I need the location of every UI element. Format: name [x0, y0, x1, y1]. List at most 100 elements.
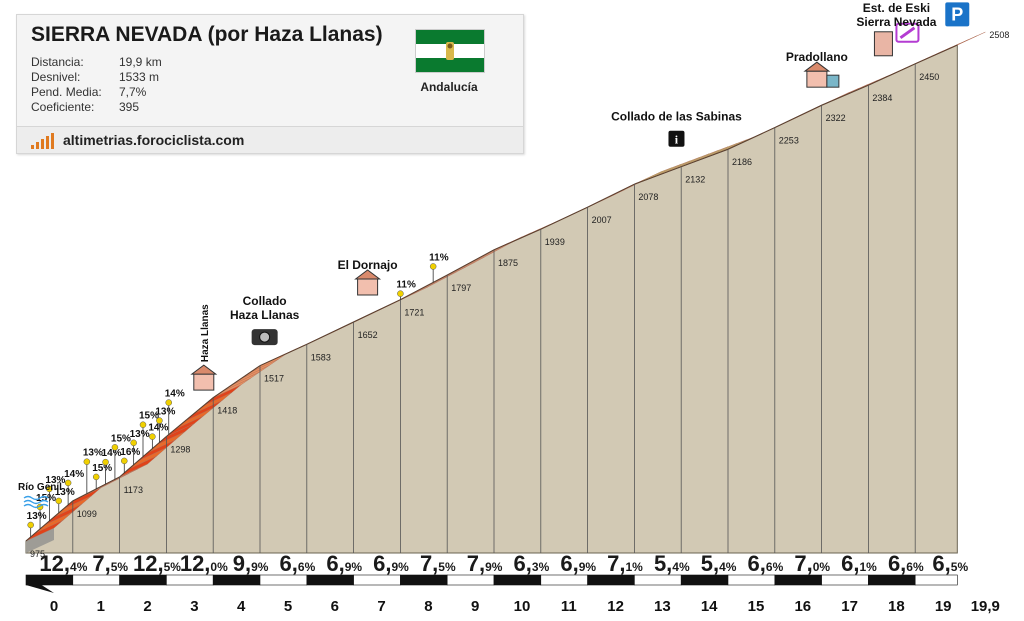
- stat-coefficient-value: 395: [119, 100, 140, 114]
- x-tick-label: 18: [888, 598, 905, 615]
- ramp-label: 13%: [45, 475, 65, 486]
- km-band: [166, 574, 214, 586]
- altitude-label: 2253: [779, 136, 799, 146]
- camera-lens: [259, 331, 271, 343]
- ramp-label: 15%: [92, 463, 112, 474]
- segment-gradient-label: 6,9%: [560, 551, 596, 576]
- poi-label: la Mora: [936, 0, 978, 1]
- house-icon: [357, 278, 379, 296]
- x-tick-label: 11: [561, 598, 577, 615]
- ramp-marker-dot: [130, 439, 137, 447]
- gradient-decimal: 9%: [579, 560, 597, 574]
- poi-label: Haza Llanas: [230, 308, 300, 322]
- km-band: [493, 574, 542, 586]
- ramp-marker-dot: [111, 444, 119, 451]
- profile-left-face: [26, 528, 54, 553]
- ramp-marker-dot: [92, 473, 100, 481]
- gradient-main: 6,: [280, 551, 298, 576]
- gradient-main: 6,: [373, 551, 391, 576]
- house-roof: [190, 364, 218, 375]
- x-tick-label: 13: [654, 598, 671, 615]
- x-tick-label: 4: [237, 598, 246, 615]
- km-band: [774, 574, 822, 586]
- x-tick-label: 7: [377, 598, 385, 615]
- gradient-decimal: 5%: [111, 560, 129, 574]
- km-band: [868, 574, 916, 586]
- poi-label: Collado: [243, 294, 287, 308]
- poi-label: Río Genil: [18, 482, 62, 493]
- altitude-label: 2450: [919, 72, 939, 82]
- parking-icon: [945, 2, 970, 27]
- altitude-label: 2078: [638, 192, 658, 202]
- ramp-marker-dot: [102, 458, 109, 466]
- x-tick-label: 5: [284, 598, 292, 615]
- km-band-corner: [26, 575, 54, 593]
- ramp-marker-dot: [429, 263, 437, 270]
- poi-label: Collado de las Sabinas: [611, 110, 742, 124]
- river-icon: [23, 499, 49, 505]
- parking-letter: P: [951, 4, 963, 24]
- poi-label: Sierra Nevada: [856, 15, 936, 29]
- altitude-label: 1173: [124, 485, 143, 495]
- info-icon: [668, 130, 685, 147]
- gradient-main: 7,: [794, 551, 812, 576]
- km-band: [587, 574, 635, 586]
- segment-gradient-label: 7,5%: [92, 551, 128, 576]
- x-tick-label: 8: [424, 598, 432, 615]
- gradient-main: 12,: [180, 551, 211, 576]
- poi-label: Est. de Eski: [863, 1, 930, 15]
- altitude-label: 2508: [989, 30, 1009, 40]
- altitude-label: 1939: [545, 237, 565, 247]
- x-tick-label: 19,9: [971, 598, 1000, 615]
- gradient-main: 7,: [92, 551, 110, 576]
- gradient-decimal: 1%: [860, 560, 878, 574]
- gradient-decimal: 6%: [906, 560, 924, 574]
- ramp-marker-dot: [121, 457, 128, 465]
- segment-gradient-label: 12,0%: [180, 551, 228, 576]
- gradient-main: 7,: [467, 551, 485, 576]
- house-roof: [354, 269, 382, 280]
- stat-avg-gradient-value: 7,7%: [119, 85, 147, 99]
- ramp-marker-dot: [27, 521, 34, 529]
- segment-gradient-label: 6,6%: [888, 551, 924, 576]
- x-tick-label: 14: [701, 598, 718, 615]
- ramp-label: 14%: [102, 448, 122, 459]
- km-band: [259, 574, 308, 586]
- altitude-label: 1099: [77, 509, 97, 519]
- x-tick-label: 10: [514, 598, 531, 615]
- gradient-decimal: 9%: [251, 560, 269, 574]
- gradient-decimal: 5%: [438, 560, 456, 574]
- segment-gradient-label: 6,5%: [932, 551, 968, 576]
- ramp-label: 13%: [55, 487, 75, 498]
- altitude-label: 2322: [826, 113, 846, 123]
- altitude-label: 975: [30, 549, 45, 559]
- region-label: Andalucía: [420, 80, 478, 94]
- segment-gradient-label: 5,4%: [654, 551, 690, 576]
- site-url[interactable]: altimetrias.forociclista.com: [63, 132, 245, 148]
- gradient-main: 6,: [841, 551, 859, 576]
- segment-gradient-label: 6,3%: [514, 551, 550, 576]
- gradient-decimal: 9%: [485, 560, 503, 574]
- segment-gradient-label: 7,9%: [467, 551, 503, 576]
- altitude-label: 1517: [264, 374, 284, 384]
- ramp-marker-dot: [165, 399, 172, 406]
- info-glyph: i: [675, 133, 679, 147]
- gradient-decimal: 5%: [164, 560, 182, 574]
- altitude-label: 2132: [685, 175, 705, 185]
- gradient-main: 6,: [326, 551, 344, 576]
- km-band: [680, 574, 729, 586]
- km-band: [353, 574, 401, 586]
- altitude-label: 1583: [311, 352, 331, 362]
- x-tick-label: 3: [190, 598, 198, 615]
- gradient-decimal: 6%: [766, 560, 784, 574]
- segment-gradient-label: 6,9%: [326, 551, 362, 576]
- gradient-main: 6,: [560, 551, 578, 576]
- ramp-marker-dot: [149, 433, 156, 440]
- gradient-decimal: 1%: [626, 560, 644, 574]
- gradient-main: 6,: [888, 551, 906, 576]
- stat-distance-value: 19,9 km: [119, 55, 162, 69]
- segment-gradient-label: 7,5%: [420, 551, 456, 576]
